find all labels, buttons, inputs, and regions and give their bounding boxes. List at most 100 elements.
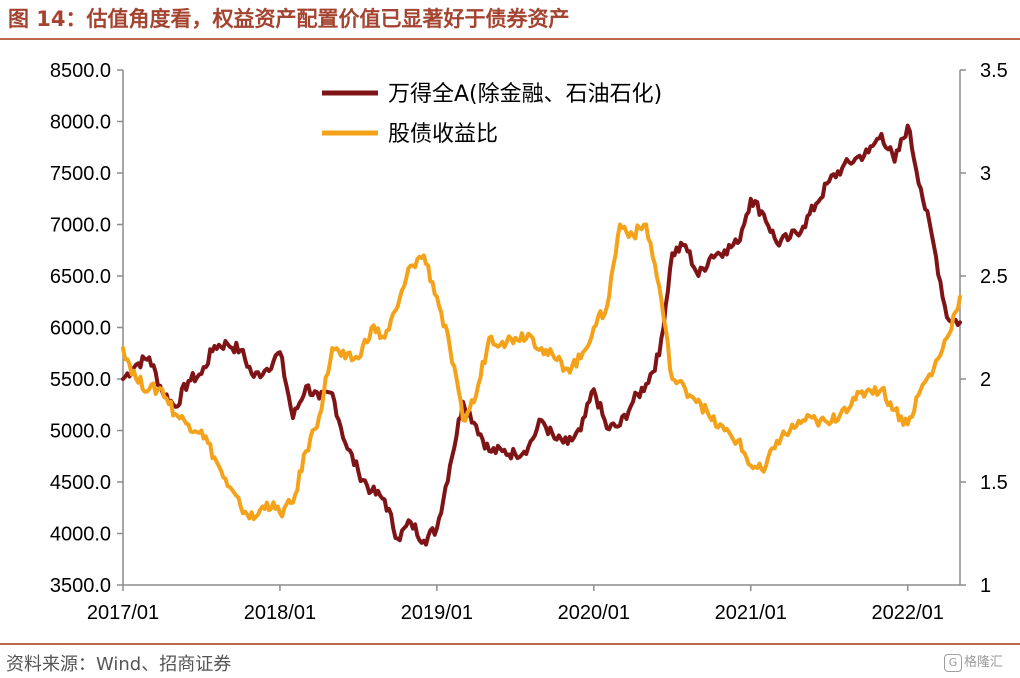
series-1-point xyxy=(749,463,753,468)
series-0-point xyxy=(500,449,504,453)
series-1-point xyxy=(317,414,321,418)
series-0-point xyxy=(605,426,609,430)
series-1-point xyxy=(487,336,491,340)
series-1-point xyxy=(448,346,452,350)
series-1-point xyxy=(631,233,635,237)
series-0-point xyxy=(212,344,217,348)
series-0-point xyxy=(435,526,439,530)
series-1-point xyxy=(906,422,910,426)
right-y-tick-label: 2.5 xyxy=(980,266,1008,288)
series-1-point xyxy=(291,501,295,505)
series-0-point xyxy=(252,375,256,379)
left-y-tick-label: 7000.0 xyxy=(50,215,111,237)
series-0-point xyxy=(644,382,648,386)
series-0-point xyxy=(775,241,779,245)
series-0-point xyxy=(239,348,243,352)
series-0-point xyxy=(879,132,884,136)
series-0-point xyxy=(932,243,936,247)
series-1-point xyxy=(409,264,413,268)
left-y-tick-label: 8000.0 xyxy=(50,112,111,134)
series-1-point xyxy=(239,505,243,509)
series-1-point xyxy=(893,408,897,412)
series-0-point xyxy=(579,428,583,433)
series-1-point xyxy=(670,377,674,381)
series-1-point xyxy=(173,412,177,416)
series-0-point xyxy=(369,489,374,493)
series-1-point xyxy=(343,356,347,360)
watermark-logo-icon: G xyxy=(944,653,962,672)
series-1-point xyxy=(435,295,439,299)
series-0-point xyxy=(566,442,570,446)
series-0-point xyxy=(343,441,347,445)
series-1-point xyxy=(879,387,884,391)
x-tick-label: 2021/01 xyxy=(715,602,787,624)
series-1-point xyxy=(422,253,426,257)
series-0-point xyxy=(474,423,478,427)
series-0-point xyxy=(409,520,413,524)
right-y-tick-label: 2 xyxy=(980,369,991,391)
legend-label-1: 股债收益比 xyxy=(388,122,498,147)
series-1-point xyxy=(134,377,138,381)
left-y-tick-label: 8500.0 xyxy=(50,60,111,82)
series-1-point xyxy=(788,428,792,433)
series-1-point xyxy=(736,439,740,443)
series-1-point xyxy=(513,336,517,340)
series-1-point xyxy=(840,408,844,412)
series-line-1 xyxy=(121,222,962,522)
series-0-point xyxy=(317,397,321,401)
series-0-point xyxy=(814,202,818,206)
series-1-point xyxy=(199,428,204,433)
series-0-point xyxy=(893,160,897,164)
series-0-point xyxy=(487,449,491,453)
series-1-point xyxy=(592,325,596,330)
source-note: 资料来源：Wind、招商证券 xyxy=(6,654,232,675)
series-0-point xyxy=(291,416,295,420)
x-tick-label: 2019/01 xyxy=(401,602,473,624)
series-line-0 xyxy=(121,123,962,547)
left-y-tick-label: 6500.0 xyxy=(50,266,111,288)
series-0-point xyxy=(226,342,230,346)
series-1-point xyxy=(121,346,125,350)
series-1-point xyxy=(801,418,805,422)
series-0-point xyxy=(853,157,858,161)
series-0-point xyxy=(448,463,452,468)
series-1-point xyxy=(369,325,374,330)
series-0-point xyxy=(539,418,544,422)
series-1-point xyxy=(853,398,858,402)
series-0-point xyxy=(958,320,962,324)
figure-title: 图 14：估值角度看，权益资产配置价值已显著好于债券资产 xyxy=(8,7,570,31)
series-1-point xyxy=(683,387,688,391)
right-y-tick-label: 1.5 xyxy=(980,472,1008,494)
series-1-point xyxy=(566,367,570,371)
series-0-point xyxy=(736,241,740,245)
watermark-text: 格隆汇 xyxy=(964,655,1004,670)
left-y-tick-label: 7500.0 xyxy=(50,163,111,185)
series-0-point xyxy=(278,350,282,354)
legend-label-0: 万得全A(除金融、石油石化) xyxy=(388,82,662,107)
series-1-point xyxy=(723,428,727,433)
line-chart: 3500.0 4000.0 4500.0 5000.0 5500.0 6000.0 6500… xyxy=(50,60,1008,624)
series-0-point xyxy=(906,124,910,128)
series-1-point xyxy=(709,418,714,422)
series-1-point xyxy=(252,517,256,521)
series-1-point xyxy=(265,501,269,505)
chart-series xyxy=(121,123,962,547)
left-y-tick-label: 6000.0 xyxy=(50,318,111,340)
series-1-point xyxy=(526,332,531,336)
series-1-point xyxy=(383,336,387,340)
series-0-point xyxy=(683,243,688,247)
series-1-point xyxy=(827,422,831,426)
series-1-point xyxy=(461,418,465,422)
series-0-point xyxy=(709,253,714,257)
series-1-point xyxy=(330,346,334,350)
series-0-point xyxy=(723,248,727,252)
series-1-point xyxy=(212,455,217,459)
series-0-point xyxy=(526,445,531,449)
series-0-point xyxy=(330,391,334,395)
series-1-point xyxy=(958,295,962,299)
series-0-point xyxy=(265,367,269,371)
series-0-point xyxy=(801,225,805,229)
series-1-point xyxy=(919,387,923,391)
right-y-tick-label: 3.5 xyxy=(980,60,1008,82)
left-y-tick-label: 4000.0 xyxy=(50,524,111,546)
